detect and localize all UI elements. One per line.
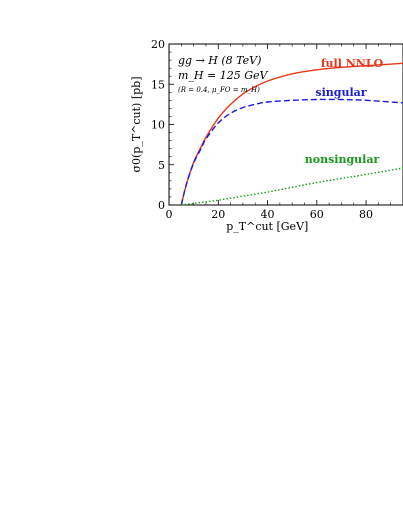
series-label-nonsingular: nonsingular <box>305 153 380 166</box>
y-tick-label: 20 <box>151 38 165 51</box>
y-axis-title: σ0(p_T^cut) [pb] <box>130 76 143 172</box>
x-axis-title: p_T^cut [GeV] <box>226 220 308 233</box>
y-tick-label: 15 <box>151 78 165 91</box>
series-label-singular: singular <box>315 86 366 99</box>
series-line-nonsingular <box>181 167 403 206</box>
y-tick-label: 5 <box>158 159 165 172</box>
axis-ticks: 0 20 40 60 80 0 5 10 15 20 <box>151 38 391 221</box>
x-tick-label: 0 <box>166 208 173 221</box>
y-tick-label: 10 <box>151 119 165 132</box>
annotation-process: gg → H (8 TeV) <box>178 54 261 67</box>
series-label-full-nnlo: full NNLO <box>321 57 384 70</box>
x-tick-label: 20 <box>211 208 225 221</box>
x-tick-label: 80 <box>359 208 373 221</box>
annotation-parameters: (R = 0.4, μ_FO = m_H) <box>178 86 260 94</box>
series-line-singular <box>180 98 403 206</box>
series-layer <box>180 62 403 206</box>
series-line-full-nnlo <box>180 62 403 206</box>
y-tick-label: 0 <box>158 199 165 212</box>
x-tick-label: 40 <box>261 208 275 221</box>
x-tick-label: 60 <box>310 208 324 221</box>
annotation-higgs-mass: m_H = 125 GeV <box>178 69 269 82</box>
